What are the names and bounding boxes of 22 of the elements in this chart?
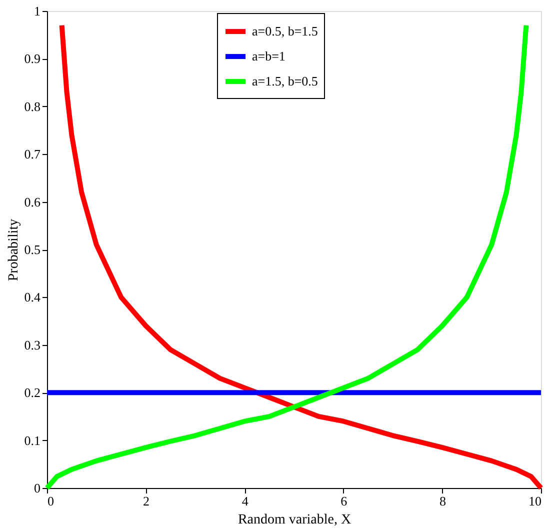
legend-label: a=b=1 (252, 48, 286, 64)
y-tick-label: 0.7 (24, 146, 41, 162)
y-tick-label: 0.4 (24, 290, 41, 305)
y-tick-label: 0.9 (24, 51, 40, 66)
y-tick-label: 0 (34, 480, 40, 496)
x-tick-label: 8 (439, 494, 446, 508)
legend-label: a=0.5, b=1.5 (252, 24, 318, 38)
y-tick-label: 0.2 (24, 385, 40, 400)
x-tick-label: 6 (340, 494, 348, 508)
y-tick-label: 0.5 (24, 242, 40, 257)
x-tick-label: 0 (48, 494, 54, 508)
y-tick-label: 0.1 (24, 432, 40, 448)
y-tick-label: 0.3 (24, 337, 40, 352)
legend-label: a=1.5, b=0.5 (252, 74, 318, 88)
x-tick-label: 10 (528, 494, 542, 508)
y-tick-label: 1 (34, 4, 40, 18)
y-tick-label: 0.6 (24, 194, 41, 210)
y-tick-label: 0.8 (24, 98, 40, 114)
y-axis-title: Probability (6, 218, 22, 282)
x-axis-title: Random variable, X (238, 512, 352, 528)
x-tick-label: 4 (242, 494, 249, 508)
x-tick-label: 2 (143, 494, 150, 508)
